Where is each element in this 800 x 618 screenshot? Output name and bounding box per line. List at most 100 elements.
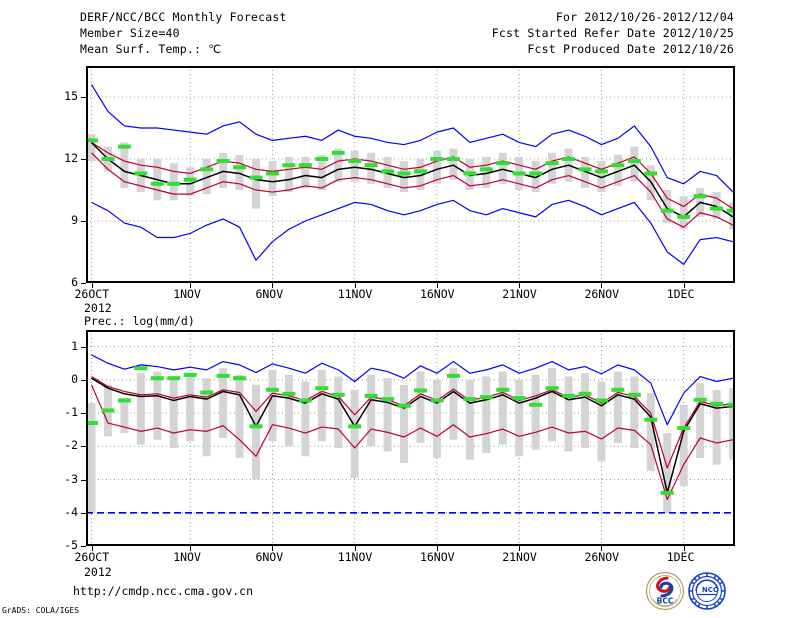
spread-bar <box>219 152 228 188</box>
x-tick-label: 26NOV <box>584 550 620 564</box>
spread-bar <box>268 161 277 197</box>
x-tick-mark <box>436 546 438 551</box>
spread-bar <box>202 159 211 195</box>
cmdp-url[interactable]: http://cmdp.ncc.cma.gov.cn <box>73 584 254 598</box>
y-tick-label: 0 <box>71 371 78 386</box>
y-tick-mark <box>81 97 86 98</box>
spread-bar <box>613 371 622 443</box>
spread-bar <box>235 154 244 190</box>
spread-bar <box>120 142 129 188</box>
series-ensemble-max <box>90 84 734 193</box>
x-tick-mark <box>519 546 521 551</box>
y-tick-label: 15 <box>64 89 78 103</box>
spread-bar <box>597 161 606 193</box>
y-tick-label: -5 <box>64 538 78 552</box>
spread-bar <box>696 383 705 458</box>
spread-bar <box>350 389 359 478</box>
y-tick-label: 1 <box>71 338 78 353</box>
spread-bar <box>597 381 606 462</box>
spread-bar <box>449 148 458 180</box>
spread-bar <box>482 376 491 453</box>
temperature-chart <box>86 66 735 283</box>
x-tick-label: 26OCT <box>74 287 110 301</box>
x-tick-label: 26NOV <box>584 287 620 301</box>
svg-text:NCC: NCC <box>702 586 718 594</box>
spread-bar <box>531 374 540 450</box>
grads-credit: GrADS: COLA/IGES <box>2 606 80 615</box>
svg-text:BCC: BCC <box>657 597 674 606</box>
x-tick-label: 26OCT <box>74 550 110 564</box>
spread-bar <box>432 150 441 184</box>
spread-bar <box>235 374 244 458</box>
y-tick-mark <box>81 159 86 160</box>
x-tick-label: 21NOV <box>502 550 537 564</box>
spread-bar <box>581 373 589 448</box>
spread-bar <box>400 161 409 193</box>
y-tick-mark <box>81 379 86 381</box>
x-tick-label: 1DEC <box>666 287 695 301</box>
x-tick-mark <box>683 283 685 288</box>
spread-bar <box>383 378 392 452</box>
series-ensemble-mean <box>91 377 734 494</box>
y-tick-label: 9 <box>71 213 78 227</box>
spread-bar <box>367 152 376 184</box>
spread-bar <box>498 152 507 184</box>
series-upper-quartile <box>91 141 734 210</box>
x-tick-mark <box>601 283 603 288</box>
series-lower-quartile <box>91 152 734 228</box>
forecast-title: DERF/NCC/BCC Monthly Forecast <box>80 10 287 24</box>
spread-bar <box>87 403 96 513</box>
spread-bar <box>581 156 589 188</box>
x-tick-mark <box>190 546 192 551</box>
spread-bar <box>548 368 557 442</box>
precipitation-title: Prec.: log(mm/d) <box>84 314 195 328</box>
spread-bar <box>613 154 622 186</box>
spread-bar <box>548 152 557 184</box>
y-tick-label: -2 <box>64 438 78 453</box>
x-tick-mark <box>190 283 192 288</box>
x-tick-label: 16NOV <box>419 550 455 564</box>
ncc-logo: NCC <box>688 572 726 610</box>
spread-bar <box>449 368 458 440</box>
x-tick-label: 11NOV <box>337 550 373 564</box>
y-tick-mark <box>81 283 86 284</box>
spread-bar <box>317 154 326 190</box>
y-tick-mark <box>81 221 86 222</box>
y-tick-mark <box>81 413 86 415</box>
spread-bar <box>465 379 474 460</box>
spread-bar <box>202 378 211 457</box>
y-tick-label: -3 <box>64 471 78 486</box>
spread-bar <box>630 376 639 448</box>
x-tick-mark <box>272 283 274 288</box>
x-tick-mark <box>91 283 93 288</box>
spread-bar <box>252 159 260 209</box>
x-tick-label: 1NOV <box>173 287 201 301</box>
forecast-produced-date: Fcst Produced Date 2012/10/26 <box>527 42 734 56</box>
x-tick-mark <box>601 546 603 551</box>
series-ensemble-max <box>91 354 734 426</box>
spread-bar <box>169 163 178 201</box>
x-tick-mark <box>354 283 356 288</box>
x-tick-label: 21NOV <box>502 287 537 301</box>
forecast-start-date: Fcst Started Refer Date 2012/10/25 <box>491 26 734 40</box>
member-size-label: Member Size=40 <box>80 26 180 40</box>
spread-bar <box>350 150 359 182</box>
series-ensemble-mean <box>90 141 734 218</box>
spread-bar <box>712 389 721 465</box>
x-tick-label: 11NOV <box>337 287 373 301</box>
series-lower-quartile <box>90 384 734 501</box>
spread-bar <box>482 156 491 188</box>
y-tick-mark <box>81 446 86 448</box>
temperature-plot-frame <box>86 66 735 283</box>
bcc-logo: BCC <box>645 571 685 611</box>
spread-bar <box>515 379 524 457</box>
spread-bar <box>416 371 425 443</box>
x-tick-label: 1NOV <box>173 550 201 564</box>
spread-bar <box>219 368 228 438</box>
spread-bar <box>712 192 721 219</box>
spread-bar <box>646 393 655 472</box>
spread-bar <box>531 161 540 193</box>
x-tick-label: 6NOV <box>255 550 284 564</box>
spread-bar <box>679 196 688 230</box>
spread-bar <box>252 384 260 480</box>
